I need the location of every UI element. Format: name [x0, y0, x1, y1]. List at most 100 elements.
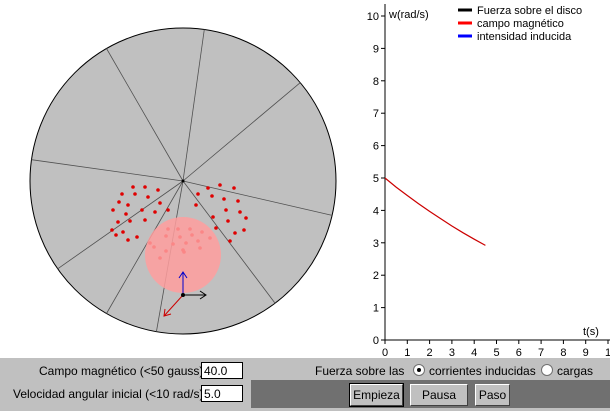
charge-dot — [244, 216, 248, 220]
charge-dot — [111, 208, 115, 212]
y-tick-label: 5 — [373, 173, 379, 185]
y-axis-label: w(rad/s) — [388, 9, 429, 21]
charge-dot — [126, 238, 130, 242]
y-tick-label: 6 — [373, 141, 379, 153]
disk-center — [181, 179, 185, 183]
x-tick-label: 8 — [560, 347, 566, 358]
charge-dot — [135, 235, 139, 239]
charge-dot — [210, 194, 214, 198]
charge-dot — [238, 210, 242, 214]
disk-spoke-6 — [57, 180, 184, 270]
charge-dot — [156, 188, 160, 192]
charge-dot — [206, 186, 210, 190]
charge-dot — [196, 192, 200, 196]
x-tick-label: 9 — [583, 347, 589, 358]
charge-dot — [218, 183, 222, 187]
velocidad-label: Velocidad angular inicial (<10 rad/s) — [13, 387, 204, 401]
x-axis-ticks: 0 1 2 3 4 5 6 7 8 9 1 — [382, 340, 610, 358]
x-tick-label: 3 — [449, 347, 455, 358]
charge-dot — [143, 218, 147, 222]
charge-dot — [224, 208, 228, 212]
disk-spoke-0 — [182, 29, 205, 182]
velocity-graph: 0 1 2 3 4 5 6 7 8 9 10 0 1 2 3 4 5 6 7 8 9 1 w(rad/s) t(s) F… — [367, 4, 610, 358]
x-tick-label: 6 — [516, 347, 522, 358]
y-tick-label: 10 — [367, 11, 379, 23]
option-cargas-label[interactable]: cargas — [557, 364, 594, 378]
charge-dot — [124, 212, 128, 216]
charge-dot — [211, 215, 215, 219]
charge-dot — [242, 228, 246, 232]
pause-button[interactable]: Pausa — [410, 384, 468, 406]
charge-dot — [126, 203, 130, 207]
radio-selected-dot — [417, 368, 421, 372]
charge-dot — [166, 208, 170, 212]
charge-dot — [143, 185, 147, 189]
y-tick-label: 2 — [373, 270, 379, 282]
charge-dot — [158, 201, 162, 205]
force-vectors — [163, 271, 207, 317]
x-tick-label: 4 — [471, 347, 477, 358]
angular-velocity-curve — [384, 177, 486, 246]
disk-spoke-7 — [31, 159, 184, 182]
x-tick-label: 1 — [404, 347, 410, 358]
charge-dot — [116, 220, 120, 224]
x-tick-label: 0 — [382, 347, 388, 358]
charge-dot — [233, 231, 237, 235]
induced-current-arrowhead — [178, 271, 188, 279]
charge-dot — [131, 185, 135, 189]
x-tick-label: 1 — [605, 347, 610, 358]
disk-spoke-1 — [182, 82, 301, 182]
x-tick-label: 7 — [538, 347, 544, 358]
y-tick-label: 9 — [373, 43, 379, 55]
charge-dot — [222, 197, 226, 201]
disk-spoke-5 — [106, 180, 184, 314]
charge-dot — [214, 226, 218, 230]
simulation-canvas: 0 1 2 3 4 5 6 7 8 9 10 0 1 2 3 4 5 6 7 8 9 1 w(rad/s) t(s) F… — [29, 4, 610, 358]
charge-dot — [120, 192, 124, 196]
charge-dot — [133, 192, 137, 196]
rotating-disk — [29, 27, 337, 335]
charge-dot — [114, 233, 118, 237]
charge-dot — [117, 200, 121, 204]
option-corrientes-label[interactable]: corrientes inducidas — [429, 364, 536, 378]
disk-spoke-8 — [106, 48, 184, 182]
charge-dot — [110, 228, 114, 232]
fuerza-label: Fuerza sobre las — [315, 364, 405, 378]
charge-dot — [128, 219, 132, 223]
y-tick-label: 1 — [373, 303, 379, 315]
charge-dot — [228, 239, 232, 243]
campo-field[interactable] — [201, 362, 243, 379]
step-button[interactable]: Paso — [475, 384, 510, 406]
charge-dot — [146, 195, 150, 199]
field-arrowhead — [163, 308, 172, 317]
radio-corrientes[interactable] — [413, 364, 425, 376]
charge-dot — [153, 210, 157, 214]
magnetic-field-region — [145, 217, 221, 293]
campo-label: Campo magnético (<50 gauss) — [39, 364, 204, 378]
legend-label: intensidad inducida — [477, 31, 572, 43]
charge-dot — [194, 203, 198, 207]
velocidad-field[interactable] — [201, 385, 243, 402]
charge-dot — [226, 219, 230, 223]
y-tick-label: 4 — [373, 205, 379, 217]
y-tick-label: 7 — [373, 108, 379, 120]
field-vector — [163, 294, 184, 317]
start-button[interactable]: Empieza — [349, 383, 404, 407]
legend-label: campo magnético — [477, 18, 564, 30]
radio-cargas[interactable] — [541, 364, 553, 376]
y-tick-label: 0 — [373, 335, 379, 347]
disk-spokes — [31, 29, 333, 332]
y-axis-ticks: 0 1 2 3 4 5 6 7 8 9 10 — [367, 11, 385, 347]
disk-force-arrowhead — [199, 290, 207, 300]
vector-origin — [181, 293, 185, 297]
charge-dot — [121, 230, 125, 234]
y-tick-label: 3 — [373, 238, 379, 250]
x-axis-label: t(s) — [583, 326, 599, 338]
charge-dot — [140, 208, 144, 212]
x-tick-label: 2 — [427, 347, 433, 358]
x-tick-label: 5 — [493, 347, 499, 358]
legend-label: Fuerza sobre el disco — [477, 5, 582, 17]
charge-dot — [232, 186, 236, 190]
charge-dot — [236, 199, 240, 203]
